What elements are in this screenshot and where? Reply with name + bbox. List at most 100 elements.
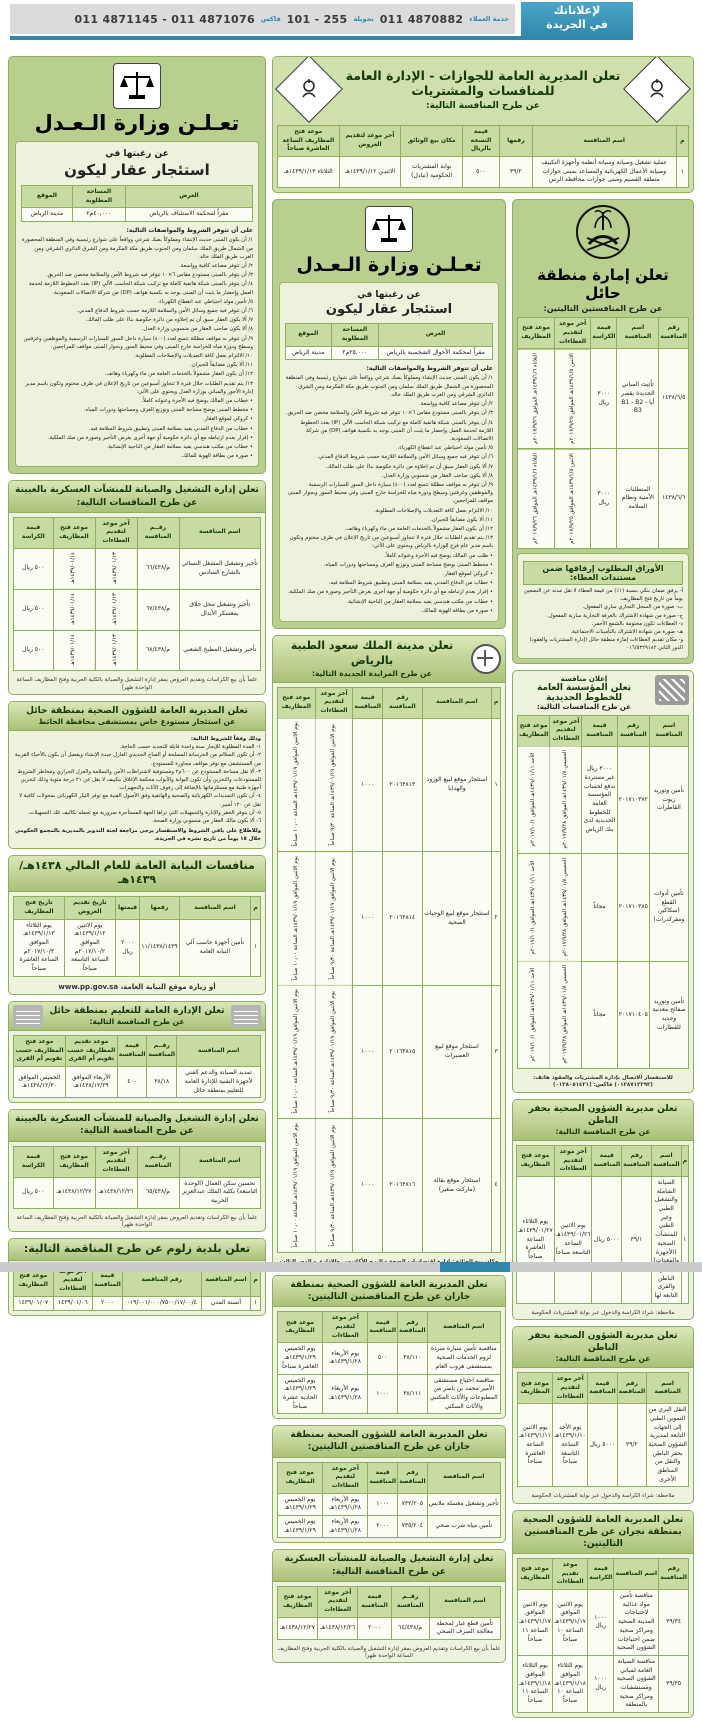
moj-rent-title: استئجار عقار ليكون [325, 302, 453, 318]
table-cell: ٣٠٠٠ ريال [590, 448, 618, 549]
passports-subtitle: عن طرح المنافسة التالية: [426, 100, 540, 111]
footnote: علماً بأن بيع الكراسات وتقديم العروض بمق… [16, 677, 258, 691]
column-header: تاريخ تقديم العروض [63, 896, 116, 920]
table-cell: ٢٥,٠٠٠م٢ [330, 345, 380, 361]
list-item: • خطاب من المالك يوضح فيه الأجرة وعنوانه… [141, 398, 253, 405]
list-item: ٣/ أن يتوفر بالمبنى مستودع مقاس ٦×١٠ تتو… [45, 272, 253, 279]
column-header: موعد تقديم العطاءات [552, 1558, 589, 1591]
box-title: تعلن بلدية زلوم عن طرح المناقصة التالية: [9, 1238, 265, 1261]
table-cell: ١٤٣٩/٠١/١٤هـ [53, 589, 96, 630]
table-cell: الثلاثاء ١٤٣٩/١/٦هـ الموافق ٢٠١٧/٩/٢٦م [517, 448, 555, 549]
table-cell: ١٤٣٨/١٢/٢٦هـ [94, 1176, 138, 1209]
column-header: تاريخ فتح المظاريف [13, 896, 65, 920]
table-row: ١٤٣٨/٦/٦ المتطلبات الأمنية ونظام السلامة ٣… [517, 448, 689, 549]
column-header: اسم المنافسة [613, 1558, 660, 1591]
table-cell: ٧٣٥/٢٠٤ [397, 1514, 428, 1539]
table-cell: ٣٨/١١١ [397, 1373, 428, 1415]
table-cell: الثلاثاء ١٤٣٩/١/٦هـ الموافق ٢٠١٧/٩/٢٦م [517, 348, 555, 449]
table-row: ٤ استئجار موقع بقالة (ماركت صغير) ٢٠١٦٣٨١٦… [277, 1118, 501, 1253]
table-cell: ٢٠١٦٣٨١٦ [381, 1118, 423, 1253]
table-cell: ٢ [491, 851, 501, 986]
table-cell: استئجار موقع لبيع العصيرات [421, 984, 493, 1120]
table-cell: يوم الأربعاء ١٤٣٩/١/٢٨هـ [322, 1492, 369, 1516]
table-cell: يوم الاثنين ١٤٣٩/٠١/٢٦هـ الساعة التاسعة … [553, 1176, 593, 1304]
column-header: الموقع [285, 323, 332, 347]
list-item: ١/ أن يكون المبنى حديث الإنشاء ومملوكاً … [285, 375, 493, 398]
title-line2: عن طرح المنافسة التالية: [89, 1016, 185, 1026]
table-cell: تأثيث المباني الجديدة بقصر أبا B1 - B2 -… [616, 348, 660, 450]
right-area: تعلن المديرية العامة للجوازات - الإدارة … [272, 56, 694, 1724]
military-operations-box-3: تعلن إدارة التشغيل والصيانة للمنشآت العس… [272, 1549, 506, 1664]
box-title: تعلن إدارة التشغيل والصيانة للمنشآت العس… [9, 481, 265, 513]
title-line1: تعلن المديرية العامة للشؤون الصحية بمنطق… [26, 705, 248, 716]
table-row: مقراً لمحكمة الاستئناف بالرياض ٤٠,٠٠٠م٢ مد… [21, 207, 254, 223]
column-header: آخر موعد لتقديم العطاءات [94, 516, 138, 549]
table-cell: الخميس ١٤٣٩/٠١/٨هـ الموافق ٢٠١٧/٩/٢٨م [549, 853, 582, 962]
table-cell: ١٤٣٩/٠١/١٣هـ [95, 548, 138, 590]
list-item: ١١/ ألا يكون مضايقاً للجيران. [430, 516, 493, 523]
military-operations-box-1: تعلن إدارة التشغيل والصيانة للمنشآت العس… [8, 480, 266, 695]
column-header: قيمة المنافسة [591, 1144, 623, 1178]
passports-box: تعلن المديرية العامة للجوازات - الإدارة … [272, 56, 694, 194]
table-cell: ٢٠١٧١٠٤٠٥ [616, 960, 650, 1070]
column-header: اسم المنافسة [176, 1035, 261, 1068]
box-title: تعلن الإدارة العامة للتعليم بمنطقة حائل … [9, 1001, 265, 1032]
list-item: ١٠/ الالتزام بعمل كافة التعديلات والإصلا… [374, 507, 493, 514]
table-row: ٣٩/٣٤ منافسة تأمين مواد غذائية لاحتياجات … [516, 1589, 689, 1656]
list-item: ١٢/ أن يكون العقار مشمولاً بالخدمات العا… [104, 371, 253, 378]
table-cell: ١٠٠٠ ريال [587, 1654, 615, 1714]
table-cell: عملية تشغيل وصيانة وسيانة أنظمة وأجهزة ا… [531, 156, 677, 189]
table-cell: ٣٩/٣٥ [658, 1654, 689, 1714]
column-header: قيمة المنافسة [357, 1585, 392, 1618]
table-row: تأجير وتشغيل المشغل النسائي بالشارع السا… [13, 547, 261, 590]
jazan-box-1: تعلن المديرية العامة للشؤون الصحية بمنطق… [272, 1275, 506, 1420]
fax-number: 011 4871145 - 011 4871076 [74, 12, 255, 26]
table-cell: يوم الثلاثاء الموافق ١٤٣٩/١/١٨هـ الساعة … [516, 1654, 554, 1714]
table-cell: ٢٠٠٠ [367, 1514, 399, 1539]
column-header: آخر موعد لتقديم العطاءات [322, 1311, 369, 1344]
table-row: ١ تأمين أجهزة حاسب آلي النيابة العامة ١١/١… [13, 918, 261, 977]
column-header: م [250, 896, 261, 920]
list-item: ٩/ أن تتوفر به مواقف مظللة تتسع لعدد (٤٠… [287, 481, 493, 505]
table-cell: يوم الاثنين الموافق ١٤٣٩/٠١/١٩هـ الساعة … [315, 718, 353, 852]
banner-divider [10, 36, 633, 40]
table-cell: ١٤٣٩/٠١/١٤هـ [53, 630, 96, 671]
hail-emirate-box: تعلن إمارة منطقة حائل عن طرح المنافستين … [512, 199, 694, 664]
table-cell: الأربعاء الموافق ١٤٣٨/١٢/٢٩هـ [64, 1066, 118, 1099]
table-cell: مقراً لمحكمة الأحوال الشخصية بالرياض [378, 345, 493, 361]
list-item: ٨/ ألا يكون صاحب العقار من منسوبي وزارة … [141, 326, 253, 333]
moj-title: تعـلـن وزارة الـعـدل [296, 254, 482, 277]
moj-scales-logo-icon [113, 63, 161, 109]
list-item: • مخطط المبنى يوضح مساحة المبنى وتوزيع ا… [323, 561, 493, 568]
column-header: م [675, 124, 690, 158]
list-item: ٥/ تأمين مولد احتياطي عند انقطاع الكهربا… [157, 298, 253, 305]
column-header: آخر موعد لتقديم العطاءات [322, 1461, 369, 1494]
column-header: موعد فتح المظاريف [516, 1372, 554, 1405]
table-cell: الخميس الموافق ١٤٣٨/١٢/٣٠هـ [13, 1066, 66, 1099]
table-cell: ٣٠٠٠ ريال غير مستردة تدفع لحساب المؤسسة … [581, 745, 618, 855]
table-cell: الأحد ١٤٣٩/٠١/١١هـ الموافق ٢٠١٧/١٠/١م [517, 746, 550, 854]
table-cell: يوم الأحد ١٤٣٩/١/١٠هـ الساعة التاسعة صبا… [552, 1403, 589, 1488]
table-cell: النقل البري من التموين الطبي إلى الجهات … [646, 1403, 689, 1488]
fax-label: فاكس [260, 15, 281, 23]
table-row: تأمين وتوريد زيوت القاطرات ٢٠١٧١٠٣٧٢ ٣٠٠٠ … [517, 745, 690, 855]
table-cell: ٣٨/١١٠ [397, 1342, 428, 1375]
list-item: ٩/ أن تتوفر به مواقف مظللة تتسع لعدد (٤٠… [23, 335, 254, 350]
table-cell: ٥٠٠ ريال [13, 588, 54, 631]
list-item: • إقرار بعدم ارتباطه مع أي دائرة حكومية … [287, 589, 493, 596]
ksmc-footnote: مكان بيع الوثائق: إدارة اقتصاديات الصحة … [273, 1257, 505, 1268]
education-ministry-logo-icon [13, 1004, 43, 1027]
moj-subtitle: عن رغبتها في [105, 149, 169, 159]
najran-health-box: تعلن المديرية العامة للشؤون الصحية بمنطق… [512, 1509, 694, 1719]
table-row: تأمين مياه شرب صحي ٧٣٥/٢٠٤ ٢٠٠٠ يوم الأربعا… [276, 1514, 502, 1539]
military-operations-box-2: تعلن إدارة التشغيل والصيانة للمنشآت العس… [8, 1109, 266, 1232]
list-item: ١٣/ يتم تقديم الطلبات خلال فترة لا تتجاو… [289, 535, 493, 550]
column-header: موعد فتح المظاريف [52, 516, 96, 549]
title-line2: عن استئجار مستودع خاص بمستشفى محافظة الح… [38, 716, 236, 726]
table-cell: يوم الثلاثاء الموافق ١٤٣٩/١/١٨هـ الساعة … [552, 1654, 589, 1714]
table-cell: ١٤٣٨/١٢/٢٦هـ [317, 1616, 359, 1641]
table-cell: ١٤٣٨/٦/٦ [658, 448, 689, 549]
column-header: قيمة المناقصة [587, 1372, 618, 1405]
list-item: ج- صورة من شهادة الاشتراك بالغرفة التجار… [547, 612, 683, 619]
education-table: اسم المنافسة رقــم المنافسة قيمة المنافسة م… [13, 1035, 261, 1099]
